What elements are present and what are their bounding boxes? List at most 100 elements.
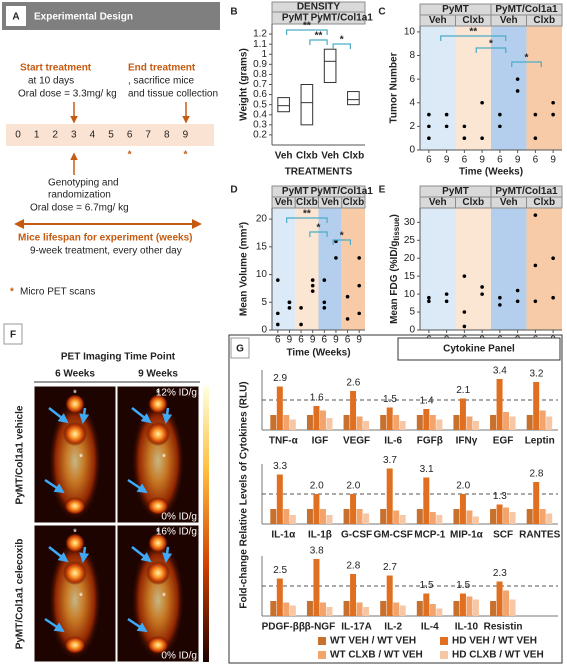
chart-title: Cytokine Panel xyxy=(443,344,515,355)
tumor-arrow xyxy=(44,617,65,633)
bar xyxy=(509,416,516,430)
data-point xyxy=(444,299,449,304)
x-tick-label: IGF xyxy=(312,436,329,447)
panel-label: C xyxy=(378,7,385,18)
bar xyxy=(319,410,326,430)
x-tick-label: Resistin xyxy=(484,622,523,633)
value-label: 2.7 xyxy=(383,562,397,573)
tumor-arrow xyxy=(127,617,148,633)
bar xyxy=(313,494,320,524)
significance-bracket xyxy=(332,239,351,245)
significance-bracket xyxy=(475,47,507,53)
legend-label: Clxb xyxy=(296,197,318,208)
data-point xyxy=(276,322,280,327)
value-label: 2.8 xyxy=(529,469,543,480)
bar xyxy=(380,415,387,430)
legend-swatch xyxy=(318,637,326,645)
x-axis-label: Time (Weeks) xyxy=(459,167,523,178)
data-point xyxy=(444,124,449,129)
data-point xyxy=(322,278,327,282)
header-cell xyxy=(318,11,366,25)
data-point xyxy=(515,299,520,304)
data-point xyxy=(427,299,431,304)
legend-swatch xyxy=(440,651,448,659)
facet-background xyxy=(526,208,562,330)
data-point xyxy=(533,263,538,268)
group-header: PyMT xyxy=(282,186,309,197)
x-tick-label: Clxb xyxy=(343,151,365,162)
bar xyxy=(386,575,393,616)
bar xyxy=(423,593,430,616)
value-label: 2.0 xyxy=(346,481,360,492)
y-tick-label: 0.9 xyxy=(253,59,267,70)
head-glow xyxy=(65,394,85,414)
y-tick-label: 20 xyxy=(404,253,416,264)
bar xyxy=(363,421,370,430)
x-tick-label: 9 xyxy=(356,335,362,346)
panel-f: F PET Imaging Time Point 6 Weeks 9 Weeks… xyxy=(3,323,209,663)
x-tick-label: 6 xyxy=(275,335,281,346)
panel-label: G xyxy=(236,344,244,355)
value-label: 2.0 xyxy=(456,481,470,492)
bar xyxy=(319,509,326,524)
x-tick-label: IL-6 xyxy=(384,436,402,447)
group-header: PyMT xyxy=(442,4,469,15)
start-line: at 10 days xyxy=(28,76,74,87)
facet-background xyxy=(491,26,527,150)
bladder-glow xyxy=(147,636,169,654)
bar xyxy=(423,477,430,524)
start-line: Oral dose = 3.3mg/ kg xyxy=(18,89,117,100)
data-point xyxy=(533,299,538,304)
data-point xyxy=(322,306,327,310)
bar xyxy=(416,509,423,524)
x-tick-label: β-NGF xyxy=(305,622,336,633)
data-point xyxy=(322,300,327,305)
value-label: 2.9 xyxy=(273,373,287,384)
data-point xyxy=(334,256,338,260)
data-point xyxy=(427,124,431,129)
bar xyxy=(459,398,466,430)
x-tick-label: IL-1α xyxy=(271,530,296,541)
bar xyxy=(436,419,443,430)
y-tick-label: 1.1 xyxy=(253,39,267,50)
value-label: 3.1 xyxy=(420,464,434,475)
bar xyxy=(393,415,400,430)
bar xyxy=(306,601,313,616)
bar xyxy=(306,415,313,430)
legend-label: Veh xyxy=(429,15,447,26)
bar xyxy=(306,509,313,524)
y-tick-label: 0 xyxy=(409,325,415,336)
significance-bracket xyxy=(332,43,351,49)
data-point xyxy=(533,213,538,217)
bar xyxy=(416,601,423,616)
x-tick-label: 9 xyxy=(333,335,339,346)
data-point xyxy=(462,124,467,129)
y-axis-label: Fold-change Relative Levels of Cytokines… xyxy=(239,381,250,608)
y-axis-label: Mean FDG (%ID/gtissue) xyxy=(389,214,401,324)
bar xyxy=(453,509,460,524)
x-tick-label: G-CSF xyxy=(341,530,372,541)
x-tick-label: 9 xyxy=(287,335,293,346)
tumor-arrow xyxy=(48,546,69,563)
image-mark: * xyxy=(73,389,77,400)
bar xyxy=(283,509,290,524)
bar xyxy=(350,391,357,430)
significance-bracket xyxy=(286,217,328,223)
facet-background xyxy=(318,208,342,330)
tumor-arrow xyxy=(131,407,152,424)
box xyxy=(300,84,314,126)
data-point xyxy=(498,124,502,129)
data-point xyxy=(345,294,350,299)
y-tick-label: 1 xyxy=(261,49,267,60)
value-label: 1.5 xyxy=(420,580,434,591)
group-header: PyMT xyxy=(442,186,469,197)
bar xyxy=(509,512,516,524)
timeline-week: 5 xyxy=(108,130,114,141)
y-tick-label: 0 xyxy=(409,145,415,156)
bar xyxy=(429,415,436,430)
significance-bracket xyxy=(286,29,328,35)
annotation: ** xyxy=(303,209,311,220)
data-point xyxy=(515,288,520,293)
image-mark: * xyxy=(79,453,83,464)
